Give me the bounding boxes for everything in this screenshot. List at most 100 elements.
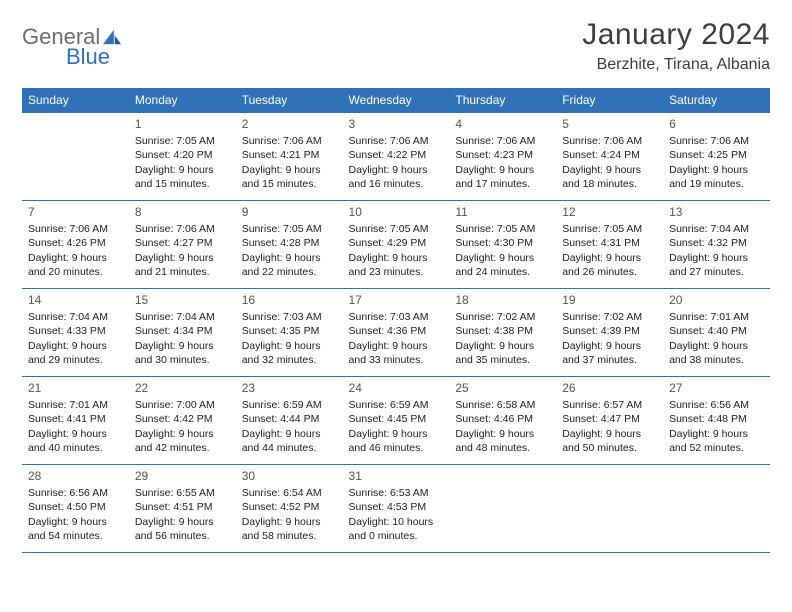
daylight-text: Daylight: 10 hours [349, 515, 444, 529]
sunset-text: Sunset: 4:21 PM [242, 148, 337, 162]
day-number: 29 [135, 468, 230, 484]
sunset-text: Sunset: 4:45 PM [349, 412, 444, 426]
day-number: 14 [28, 292, 123, 308]
sunrise-text: Sunrise: 7:03 AM [242, 310, 337, 324]
day-number: 1 [135, 116, 230, 132]
daylight-text: Daylight: 9 hours [349, 427, 444, 441]
sunrise-text: Sunrise: 6:56 AM [669, 398, 764, 412]
day-number: 23 [242, 380, 337, 396]
day-number: 22 [135, 380, 230, 396]
daylight-text: Daylight: 9 hours [135, 339, 230, 353]
day-cell: 5Sunrise: 7:06 AMSunset: 4:24 PMDaylight… [556, 113, 663, 201]
weekday-header: Tuesday [236, 88, 343, 113]
day-cell: 11Sunrise: 7:05 AMSunset: 4:30 PMDayligh… [449, 201, 556, 289]
sunset-text: Sunset: 4:26 PM [28, 236, 123, 250]
week-row: 14Sunrise: 7:04 AMSunset: 4:33 PMDayligh… [22, 289, 770, 377]
daylight-text: and 58 minutes. [242, 529, 337, 543]
day-number: 5 [562, 116, 657, 132]
day-number: 26 [562, 380, 657, 396]
day-cell: 30Sunrise: 6:54 AMSunset: 4:52 PMDayligh… [236, 465, 343, 553]
daylight-text: and 30 minutes. [135, 353, 230, 367]
day-number: 21 [28, 380, 123, 396]
sunrise-text: Sunrise: 7:05 AM [242, 222, 337, 236]
day-cell: 8Sunrise: 7:06 AMSunset: 4:27 PMDaylight… [129, 201, 236, 289]
day-number: 31 [349, 468, 444, 484]
day-number: 13 [669, 204, 764, 220]
week-row: 1Sunrise: 7:05 AMSunset: 4:20 PMDaylight… [22, 113, 770, 201]
sunset-text: Sunset: 4:42 PM [135, 412, 230, 426]
sunrise-text: Sunrise: 6:54 AM [242, 486, 337, 500]
daylight-text: and 38 minutes. [669, 353, 764, 367]
sunset-text: Sunset: 4:44 PM [242, 412, 337, 426]
sunrise-text: Sunrise: 7:00 AM [135, 398, 230, 412]
daylight-text: and 54 minutes. [28, 529, 123, 543]
daylight-text: and 19 minutes. [669, 177, 764, 191]
day-number: 7 [28, 204, 123, 220]
sunset-text: Sunset: 4:27 PM [135, 236, 230, 250]
daylight-text: Daylight: 9 hours [455, 339, 550, 353]
sunset-text: Sunset: 4:29 PM [349, 236, 444, 250]
day-cell: 22Sunrise: 7:00 AMSunset: 4:42 PMDayligh… [129, 377, 236, 465]
daylight-text: Daylight: 9 hours [28, 251, 123, 265]
daylight-text: and 42 minutes. [135, 441, 230, 455]
day-cell: 9Sunrise: 7:05 AMSunset: 4:28 PMDaylight… [236, 201, 343, 289]
daylight-text: Daylight: 9 hours [562, 251, 657, 265]
daylight-text: Daylight: 9 hours [455, 427, 550, 441]
daylight-text: and 23 minutes. [349, 265, 444, 279]
day-cell: 13Sunrise: 7:04 AMSunset: 4:32 PMDayligh… [663, 201, 770, 289]
sunrise-text: Sunrise: 6:55 AM [135, 486, 230, 500]
daylight-text: Daylight: 9 hours [242, 251, 337, 265]
daylight-text: Daylight: 9 hours [135, 251, 230, 265]
day-number: 10 [349, 204, 444, 220]
sunrise-text: Sunrise: 7:06 AM [242, 134, 337, 148]
daylight-text: and 0 minutes. [349, 529, 444, 543]
daylight-text: Daylight: 9 hours [669, 427, 764, 441]
day-number: 12 [562, 204, 657, 220]
sunrise-text: Sunrise: 7:04 AM [669, 222, 764, 236]
sunrise-text: Sunrise: 7:04 AM [135, 310, 230, 324]
sunrise-text: Sunrise: 7:06 AM [28, 222, 123, 236]
sunset-text: Sunset: 4:30 PM [455, 236, 550, 250]
sunset-text: Sunset: 4:23 PM [455, 148, 550, 162]
day-cell: 15Sunrise: 7:04 AMSunset: 4:34 PMDayligh… [129, 289, 236, 377]
month-title: January 2024 [582, 18, 770, 52]
week-row: 21Sunrise: 7:01 AMSunset: 4:41 PMDayligh… [22, 377, 770, 465]
daylight-text: and 29 minutes. [28, 353, 123, 367]
sunset-text: Sunset: 4:36 PM [349, 324, 444, 338]
week-row: 28Sunrise: 6:56 AMSunset: 4:50 PMDayligh… [22, 465, 770, 553]
location-subtitle: Berzhite, Tirana, Albania [582, 56, 770, 74]
logo: GeneralBlue [22, 18, 123, 70]
sunset-text: Sunset: 4:28 PM [242, 236, 337, 250]
daylight-text: and 46 minutes. [349, 441, 444, 455]
sunset-text: Sunset: 4:41 PM [28, 412, 123, 426]
weekday-header: Monday [129, 88, 236, 113]
sunrise-text: Sunrise: 7:06 AM [135, 222, 230, 236]
empty-cell [556, 465, 663, 553]
daylight-text: and 48 minutes. [455, 441, 550, 455]
day-cell: 29Sunrise: 6:55 AMSunset: 4:51 PMDayligh… [129, 465, 236, 553]
sunrise-text: Sunrise: 7:06 AM [349, 134, 444, 148]
day-cell: 27Sunrise: 6:56 AMSunset: 4:48 PMDayligh… [663, 377, 770, 465]
sunrise-text: Sunrise: 7:04 AM [28, 310, 123, 324]
daylight-text: and 56 minutes. [135, 529, 230, 543]
day-number: 4 [455, 116, 550, 132]
sunset-text: Sunset: 4:33 PM [28, 324, 123, 338]
sunrise-text: Sunrise: 6:59 AM [349, 398, 444, 412]
day-cell: 16Sunrise: 7:03 AMSunset: 4:35 PMDayligh… [236, 289, 343, 377]
sunset-text: Sunset: 4:52 PM [242, 500, 337, 514]
sunrise-text: Sunrise: 6:53 AM [349, 486, 444, 500]
daylight-text: and 17 minutes. [455, 177, 550, 191]
daylight-text: Daylight: 9 hours [28, 427, 123, 441]
daylight-text: Daylight: 9 hours [242, 515, 337, 529]
daylight-text: and 21 minutes. [135, 265, 230, 279]
sunset-text: Sunset: 4:46 PM [455, 412, 550, 426]
logo-text-blue: Blue [66, 44, 110, 70]
sunset-text: Sunset: 4:39 PM [562, 324, 657, 338]
day-cell: 7 Sunrise: 7:06 AMSunset: 4:26 PMDaylight… [22, 201, 129, 289]
sunset-text: Sunset: 4:40 PM [669, 324, 764, 338]
calendar-table: Sunday Monday Tuesday Wednesday Thursday… [22, 88, 770, 553]
sunrise-text: Sunrise: 6:59 AM [242, 398, 337, 412]
day-number: 16 [242, 292, 337, 308]
day-cell: 28Sunrise: 6:56 AMSunset: 4:50 PMDayligh… [22, 465, 129, 553]
day-number: 17 [349, 292, 444, 308]
